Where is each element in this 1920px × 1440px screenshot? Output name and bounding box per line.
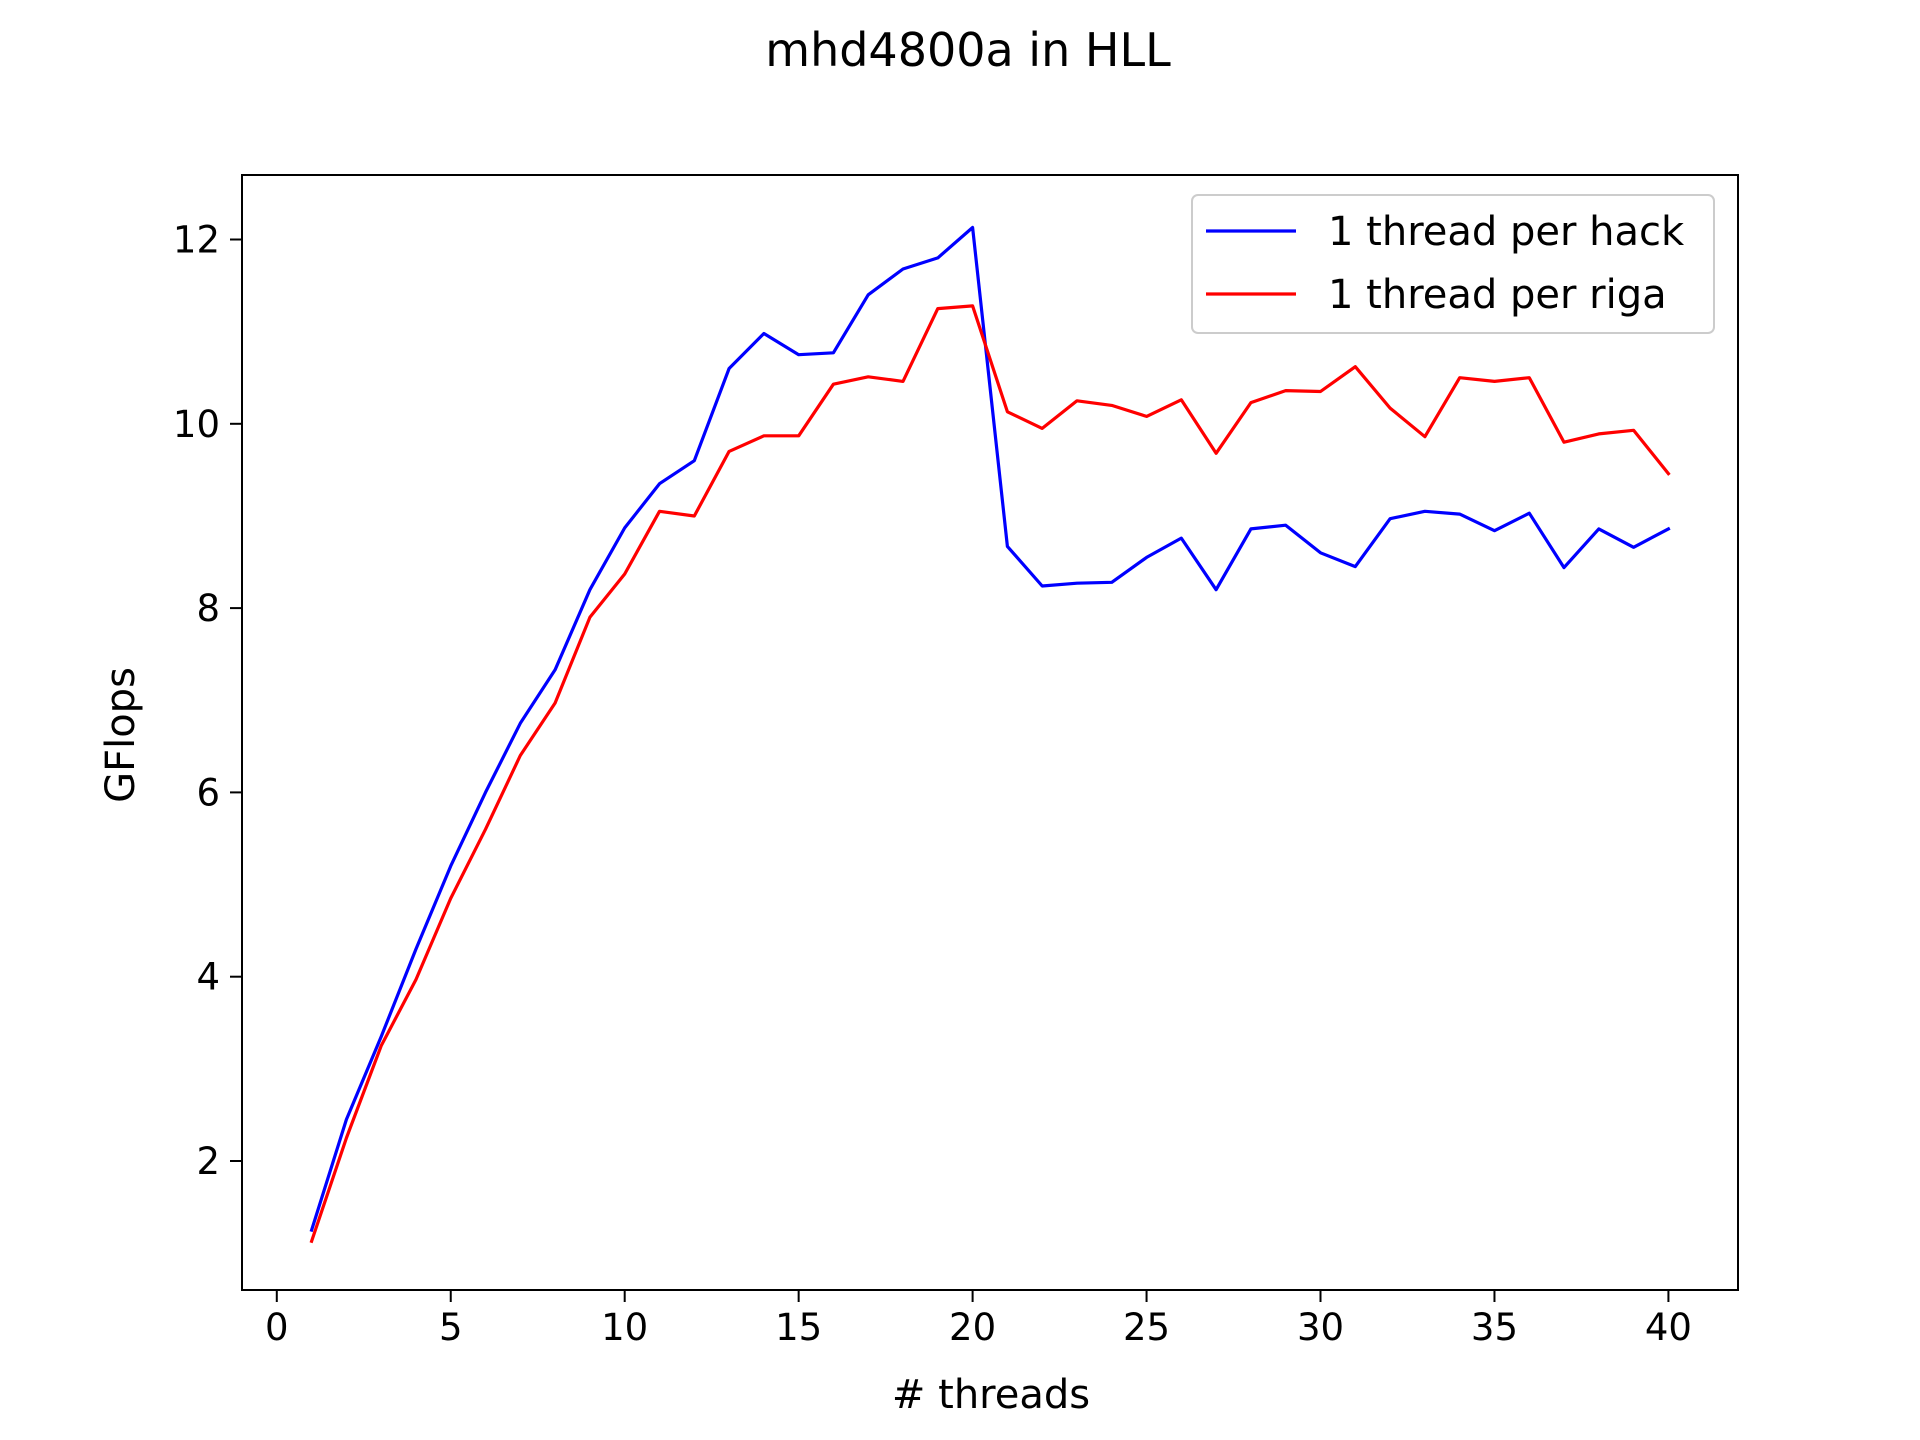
x-tick-label: 20: [949, 1306, 996, 1349]
plot-area: [241, 174, 1739, 1291]
series-line-1: [309, 225, 1671, 1233]
y-tick-label: 8: [196, 587, 220, 630]
x-tick-label: 15: [775, 1306, 822, 1349]
legend-box: [1191, 194, 1715, 334]
series-line-2: [309, 304, 1671, 1244]
y-axis-label: GFlops: [98, 667, 144, 803]
legend-label: 1 thread per riga: [1328, 272, 1667, 318]
axes-frame: [241, 174, 1739, 1291]
x-tick-label: 10: [601, 1306, 648, 1349]
y-tick-label: 12: [173, 219, 220, 262]
y-tick-label: 10: [173, 403, 220, 446]
x-tick-label: 30: [1297, 1306, 1344, 1349]
x-tick-label: 0: [265, 1306, 289, 1349]
y-tick-label: 6: [196, 771, 220, 814]
y-tick-label: 2: [196, 1140, 220, 1183]
x-tick-label: 5: [439, 1306, 463, 1349]
x-tick-label: 40: [1645, 1306, 1692, 1349]
series-group: [309, 225, 1671, 1244]
legend: 1 thread per hack 1 thread per riga: [1191, 194, 1715, 334]
x-axis-label: # threads: [892, 1372, 1090, 1418]
chart-title: mhd4800a in HLL: [765, 23, 1171, 77]
x-tick-label: 35: [1471, 1306, 1518, 1349]
legend-label: 1 thread per hack: [1328, 209, 1685, 255]
y-tick-label: 4: [196, 956, 220, 999]
x-axis: 0 5 10 15 20 25 30 35 40: [265, 1290, 1692, 1349]
x-tick-label: 25: [1123, 1306, 1170, 1349]
y-axis: 2 4 6 8 10 12: [173, 219, 242, 1183]
